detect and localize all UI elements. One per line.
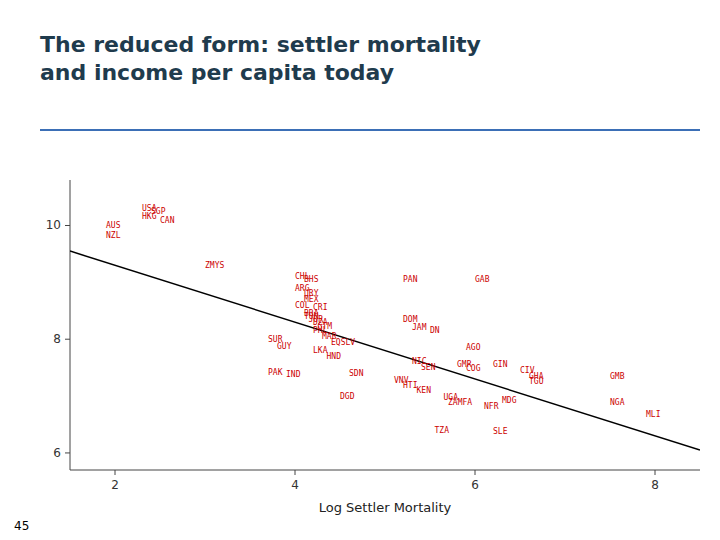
- point-label: AGO: [466, 343, 481, 352]
- point-label: SLE: [493, 427, 508, 436]
- regression-line: [70, 251, 700, 450]
- point-label: IND: [286, 370, 301, 379]
- point-label: TGO: [529, 377, 544, 386]
- x-tick: [655, 470, 656, 475]
- y-tick: [65, 225, 70, 226]
- point-label: DGD: [340, 392, 355, 401]
- point-label: JAM: [412, 323, 427, 332]
- point-label: LKA: [313, 346, 328, 355]
- title-line: The reduced form: settler mortality: [40, 32, 481, 57]
- point-label: HTI: [403, 381, 418, 390]
- x-tick-label: 8: [651, 478, 659, 492]
- point-label: COG: [466, 364, 481, 373]
- point-label: SEN: [421, 363, 436, 372]
- y-tick: [65, 339, 70, 340]
- chart: The reduced form: settler mortality and i…: [0, 0, 720, 540]
- x-tick-label: 2: [111, 478, 119, 492]
- title-line: and income per capita today: [40, 60, 394, 85]
- y-tick: [65, 452, 70, 453]
- point-label: KEN: [417, 386, 432, 395]
- point-label: ZAMFA: [448, 398, 472, 407]
- point-label: MLI: [646, 410, 661, 419]
- x-tick: [295, 470, 296, 475]
- slide-number: 45: [14, 519, 29, 533]
- point-label: SDN: [349, 369, 364, 378]
- point-label: NFR: [484, 402, 499, 411]
- x-tick: [115, 470, 116, 475]
- point-label: HKG: [142, 212, 157, 221]
- y-tick-label: 6: [53, 446, 61, 460]
- separator: [40, 129, 700, 131]
- point-label: EQSLV: [331, 338, 355, 347]
- title: The reduced form: settler mortality and i…: [40, 32, 481, 85]
- x-tick-label: 4: [291, 478, 299, 492]
- point-label: GMB: [610, 372, 625, 381]
- point-label: ZMYS: [205, 261, 224, 270]
- x-axis-label: Log Settler Mortality: [319, 500, 452, 515]
- x-tick: [475, 470, 476, 475]
- point-label: GUY: [277, 342, 292, 351]
- point-label: TZA: [435, 426, 450, 435]
- point-label: DN: [430, 326, 440, 335]
- point-label: MDG: [502, 396, 517, 405]
- point-label: HND: [327, 352, 342, 361]
- point-label: PAK: [268, 368, 283, 377]
- y-tick-label: 10: [46, 218, 61, 232]
- point-label: CAN: [160, 216, 175, 225]
- point-label: NGA: [610, 398, 625, 407]
- plot-area: AUSNZLUSASGPHKGCANZMYSCHLBHSARGURYMEXCOL…: [70, 204, 700, 450]
- y-tick-label: 8: [53, 332, 61, 346]
- point-label: GIN: [493, 360, 508, 369]
- x-tick-label: 6: [471, 478, 479, 492]
- y-axis: [70, 180, 71, 470]
- point-label: PAN: [403, 275, 418, 284]
- point-label: AUS: [106, 221, 121, 230]
- x-axis: [70, 470, 700, 471]
- point-label: GAB: [475, 275, 490, 284]
- point-label: NZL: [106, 231, 121, 240]
